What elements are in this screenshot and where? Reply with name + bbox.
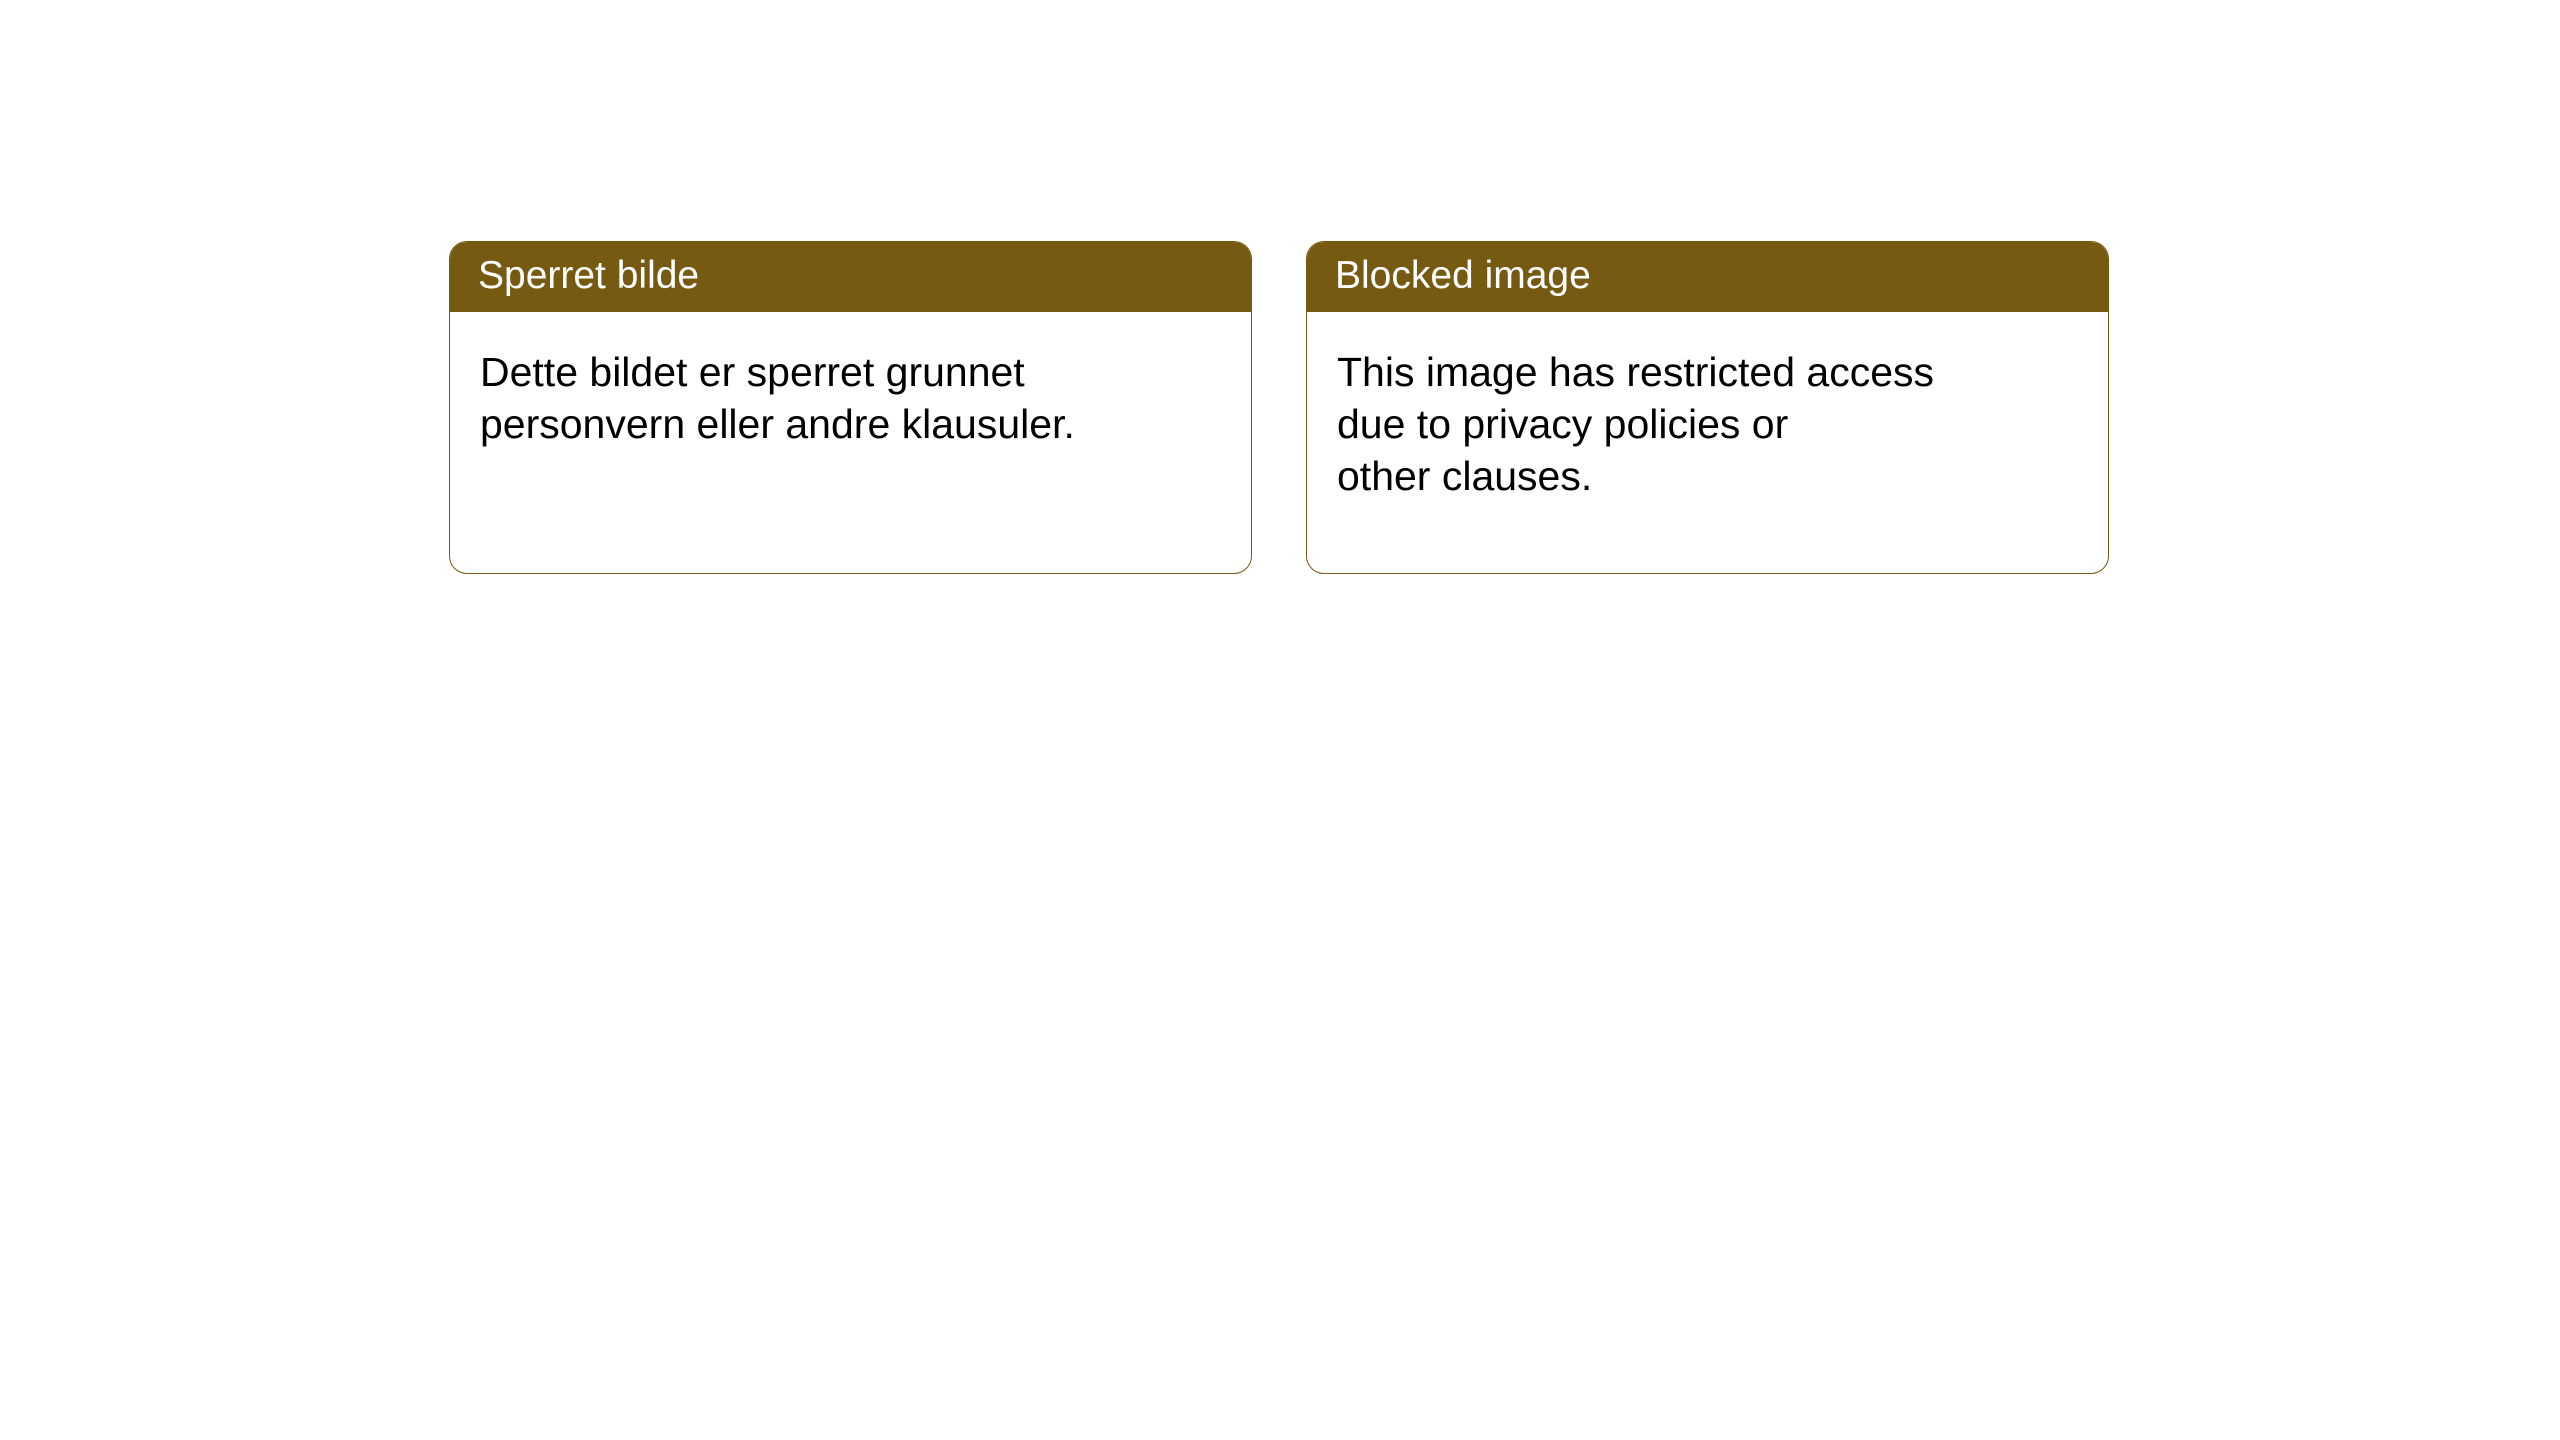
- notice-header-english: Blocked image: [1307, 242, 2108, 312]
- notice-header-norwegian: Sperret bilde: [450, 242, 1251, 312]
- notice-text-english: This image has restricted access due to …: [1337, 349, 1934, 499]
- notice-body-english: This image has restricted access due to …: [1307, 312, 2007, 536]
- notice-title-norwegian: Sperret bilde: [478, 254, 699, 297]
- notice-card-norwegian: Sperret bilde Dette bildet er sperret gr…: [449, 241, 1252, 574]
- notice-title-english: Blocked image: [1335, 254, 1591, 297]
- notice-container: Sperret bilde Dette bildet er sperret gr…: [449, 241, 2109, 574]
- notice-text-norwegian: Dette bildet er sperret grunnet personve…: [480, 349, 1075, 447]
- notice-card-english: Blocked image This image has restricted …: [1306, 241, 2109, 574]
- notice-body-norwegian: Dette bildet er sperret grunnet personve…: [450, 312, 1150, 484]
